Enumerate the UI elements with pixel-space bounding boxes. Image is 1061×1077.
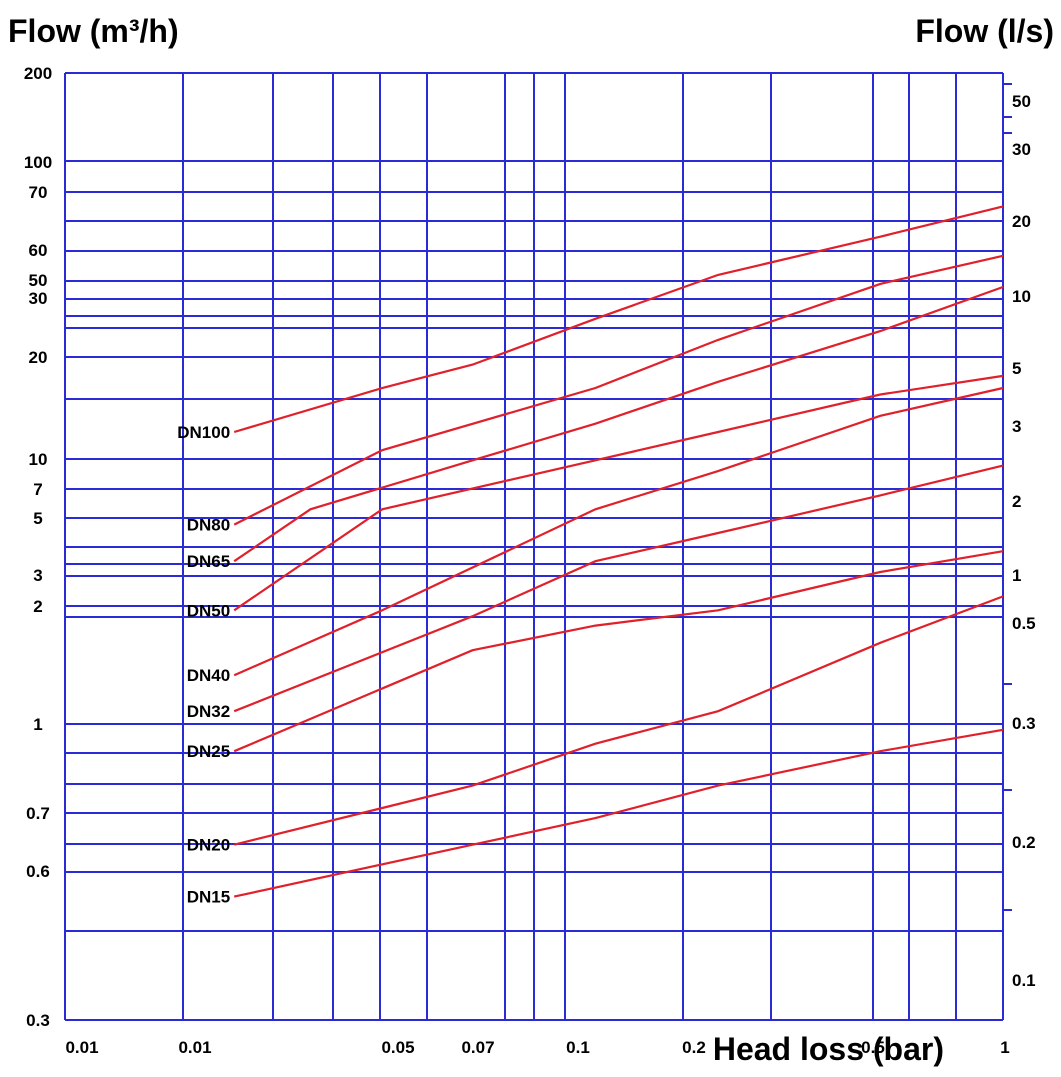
left-tick-label: 5 [33,509,42,528]
series-line-dn65 [233,285,1004,563]
x-tick-label: 0.01 [178,1038,211,1057]
left-tick-label: 30 [29,289,48,308]
left-tick-label: 60 [29,241,48,260]
series-label-dn40: DN40 [187,666,230,685]
x-axis-title: Head loss (bar) [713,1031,944,1067]
series-line-dn40 [233,386,1004,677]
left-tick-label: 20 [29,348,48,367]
series-label-dn25: DN25 [187,742,230,761]
right-tick-label: 3 [1012,417,1021,436]
left-tick-label: 200 [24,64,52,83]
left-tick-label: 0.3 [26,1011,50,1030]
x-tick-label: 0.2 [682,1038,706,1057]
left-tick-label: 7 [33,480,42,499]
series-label-dn15: DN15 [187,888,230,907]
right-axis-ticks: 50 30 20 10 5 3 2 1 0.5 0.3 0.2 0.1 [1012,92,1036,990]
right-axis-title: Flow (l/s) [915,13,1054,49]
left-tick-label: 1 [33,715,42,734]
series-line-dn15 [233,728,1004,898]
right-tick-label: 0.5 [1012,614,1036,633]
series-line-dn32 [233,464,1004,713]
series-line-dn20 [233,595,1004,846]
left-axis-title: Flow (m³/h) [8,13,179,49]
right-tick-label: 10 [1012,287,1031,306]
left-tick-label: 0.6 [26,862,50,881]
x-tick-label: 0.1 [566,1038,590,1057]
left-tick-label: 3 [33,566,42,585]
right-tick-label: 5 [1012,359,1021,378]
series-lines [233,205,1004,898]
right-tick-label: 20 [1012,212,1031,231]
x-tick-label: 1 [1000,1038,1009,1057]
series-label-dn32: DN32 [187,702,230,721]
left-tick-label: 0.7 [26,804,50,823]
right-tick-label: 50 [1012,92,1031,111]
right-tick-label: 0.2 [1012,833,1036,852]
series-label-dn20: DN20 [187,836,230,855]
x-tick-label: 0.5 [861,1038,885,1057]
series-line-dn80 [233,254,1004,526]
left-tick-label: 50 [29,271,48,290]
right-tick-label: 0.3 [1012,714,1036,733]
left-tick-label: 100 [24,153,52,172]
series-labels: DN100 DN80 DN65 DN50 DN40 DN32 DN25 DN20 DN15 [177,423,230,907]
x-tick-label: 0.05 [381,1038,414,1057]
left-tick-label: 10 [29,450,48,469]
x-tick-label: 0.01 [65,1038,98,1057]
series-label-dn50: DN50 [187,601,230,620]
right-tick-label: 30 [1012,140,1031,159]
series-label-dn65: DN65 [187,552,230,571]
series-line-dn25 [233,550,1004,753]
series-label-dn100: DN100 [177,423,230,442]
series-label-dn80: DN80 [187,516,230,535]
right-tick-label: 0.1 [1012,971,1036,990]
grid [64,72,1012,1021]
series-line-dn100 [233,205,1004,434]
series-line-dn50 [233,374,1004,612]
x-axis-ticks: 0.01 0.01 0.05 0.07 0.1 0.2 0.5 1 [65,1038,1009,1057]
left-tick-label: 70 [29,183,48,202]
x-tick-label: 0.07 [461,1038,494,1057]
right-tick-label: 2 [1012,492,1021,511]
left-tick-label: 2 [33,597,42,616]
right-tick-label: 1 [1012,566,1021,585]
